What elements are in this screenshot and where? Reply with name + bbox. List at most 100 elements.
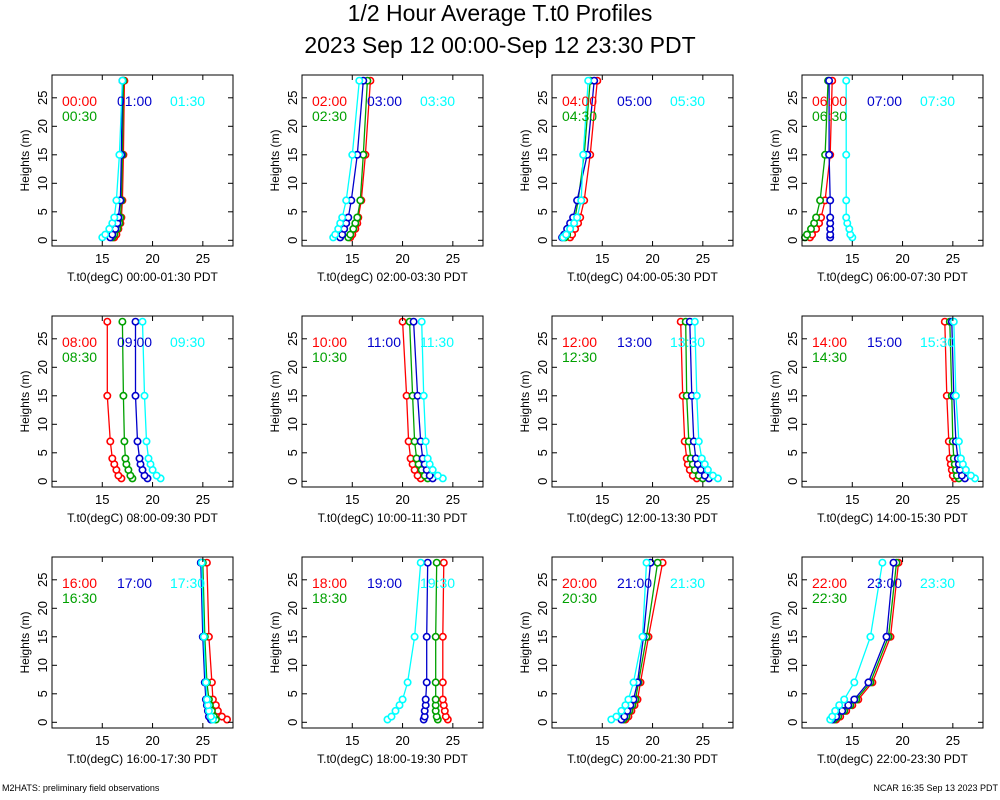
- legend-entry-11:30: 11:30: [420, 334, 454, 350]
- profile-panel-1: 15 20 25 0 5 10 15 20 25 T.t0(degC) 00:00-01:30 P…: [18, 74, 234, 284]
- data-point: [423, 454, 432, 463]
- y-tick-label: 25: [35, 573, 50, 587]
- data-point: [421, 437, 430, 446]
- y-axis-label: Heights (m): [768, 611, 782, 673]
- y-axis-label: Heights (m): [768, 370, 782, 432]
- data-point: [140, 391, 149, 400]
- y-tick-label: 25: [35, 332, 50, 346]
- x-axis-label: T.t0(degC) 22:00-23:30 PDT: [817, 752, 968, 766]
- x-tick-label: 25: [696, 251, 710, 266]
- legend-entry-03:30: 03:30: [420, 93, 455, 109]
- legend-entry-21:00: 21:00: [617, 575, 652, 591]
- legend-entry-06:00: 06:00: [812, 93, 847, 109]
- legend-entry-05:30: 05:30: [670, 93, 705, 109]
- y-tick-label: 0: [285, 478, 300, 485]
- data-point: [831, 706, 840, 715]
- data-point: [416, 558, 425, 567]
- profile-panel-7: 15 20 25 0 5 10 15 20 25 T.t0(degC) 12:00-13:30 P…: [518, 315, 734, 525]
- legend-entry-03:00: 03:00: [367, 93, 402, 109]
- x-tick-label: 20: [395, 733, 409, 748]
- data-point: [966, 471, 975, 480]
- data-point: [422, 678, 431, 687]
- data-point: [101, 230, 110, 239]
- chart-title: 1/2 Hour Average T.t0 Profiles: [347, 0, 653, 26]
- legend-entry-11:00: 11:00: [367, 334, 401, 350]
- legend-entry-23:00: 23:00: [867, 575, 902, 591]
- plot-frame: [51, 315, 234, 488]
- legend-entry-19:30: 19:30: [420, 575, 455, 591]
- y-tick-label: 5: [285, 449, 300, 456]
- legend-entry-16:00: 16:00: [62, 575, 97, 591]
- profile-panel-9: 15 20 25 0 5 10 15 20 25 T.t0(degC) 16:00-17:30 P…: [18, 556, 234, 766]
- y-tick-label: 20: [785, 360, 800, 374]
- y-tick-label: 5: [785, 208, 800, 215]
- y-axis-label: Heights (m): [268, 129, 282, 191]
- x-axis-label: T.t0(degC) 20:00-21:30 PDT: [567, 752, 718, 766]
- data-point: [118, 76, 127, 85]
- data-point: [690, 317, 699, 326]
- legend-entry-12:30: 12:30: [562, 349, 597, 365]
- y-tick-label: 25: [285, 332, 300, 346]
- x-tick-label: 25: [696, 733, 710, 748]
- plot-frame: [301, 556, 484, 729]
- y-axis-label: Heights (m): [768, 129, 782, 191]
- y-tick-label: 20: [785, 601, 800, 615]
- data-point: [802, 230, 811, 239]
- data-point: [653, 558, 662, 567]
- data-point: [422, 632, 431, 641]
- x-tick-label: 25: [946, 251, 960, 266]
- y-tick-label: 5: [535, 690, 550, 697]
- profile-panel-3: 15 20 25 0 5 10 15 20 25 T.t0(degC) 04:00-05:30 P…: [518, 74, 734, 284]
- data-point: [842, 196, 851, 205]
- x-tick-label: 15: [95, 733, 109, 748]
- x-tick-label: 25: [196, 251, 210, 266]
- x-tick-label: 25: [946, 492, 960, 507]
- data-point: [103, 391, 112, 400]
- plot-frame: [801, 556, 984, 729]
- chart-subtitle: 2023 Sep 12 00:00-Sep 12 23:30 PDT: [304, 32, 696, 58]
- legend-entry-07:30: 07:30: [920, 93, 955, 109]
- data-point: [106, 437, 115, 446]
- legend-entry-06:30: 06:30: [812, 108, 847, 124]
- legend-entry-00:30: 00:30: [62, 108, 97, 124]
- profile-panel-10: 15 20 25 0 5 10 15 20 25 T.t0(degC) 18:00-19:30 P…: [268, 556, 484, 766]
- plot-frame: [801, 315, 984, 488]
- x-tick-label: 15: [345, 733, 359, 748]
- x-tick-label: 25: [196, 733, 210, 748]
- y-tick-label: 20: [285, 119, 300, 133]
- plot-frame: [51, 74, 234, 247]
- y-tick-label: 5: [285, 208, 300, 215]
- x-tick-label: 15: [595, 251, 609, 266]
- data-point: [842, 213, 851, 222]
- x-tick-label: 15: [95, 251, 109, 266]
- x-tick-label: 20: [145, 492, 159, 507]
- y-tick-label: 0: [35, 478, 50, 485]
- y-tick-label: 5: [35, 449, 50, 456]
- profile-panel-4: 15 20 25 0 5 10 15 20 25 T.t0(degC) 06:00-07:30 P…: [768, 74, 984, 284]
- legend-entry-08:30: 08:30: [62, 349, 97, 365]
- legend-entry-02:00: 02:00: [312, 93, 347, 109]
- plot-frame: [551, 74, 734, 247]
- y-tick-label: 0: [785, 719, 800, 726]
- data-point: [201, 678, 210, 687]
- data-point: [850, 678, 859, 687]
- y-axis-label: Heights (m): [518, 129, 532, 191]
- data-point: [138, 317, 147, 326]
- y-tick-label: 5: [35, 690, 50, 697]
- y-tick-label: 5: [35, 208, 50, 215]
- y-tick-label: 25: [785, 91, 800, 105]
- data-point: [348, 150, 357, 159]
- data-point: [433, 471, 442, 480]
- data-point: [439, 558, 448, 567]
- data-point: [826, 196, 835, 205]
- y-tick-label: 25: [285, 91, 300, 105]
- y-tick-label: 15: [35, 389, 50, 403]
- data-point: [338, 213, 347, 222]
- y-tick-label: 0: [535, 237, 550, 244]
- data-point: [355, 76, 364, 85]
- data-point: [882, 632, 891, 641]
- data-point: [826, 213, 835, 222]
- y-tick-label: 15: [35, 630, 50, 644]
- y-tick-label: 0: [285, 237, 300, 244]
- y-tick-label: 5: [535, 208, 550, 215]
